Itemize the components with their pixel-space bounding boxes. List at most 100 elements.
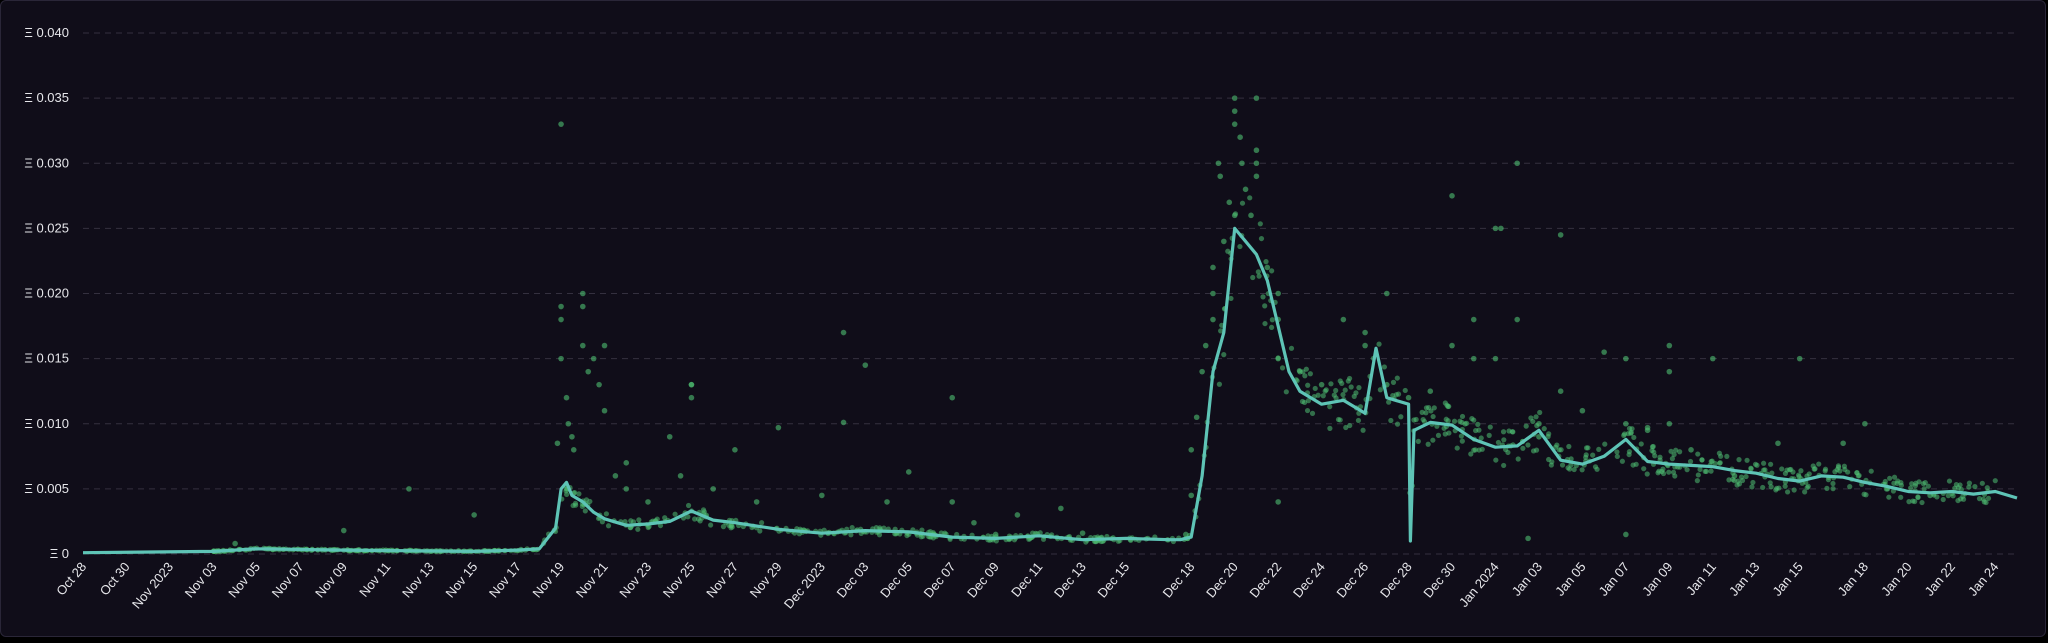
scatter-point [558,355,564,362]
x-tick-label: Jan 07 [1596,559,1633,599]
scatter-point [1910,498,1916,504]
x-tick-label: Dec 07 [921,559,959,600]
scatter-point [1501,462,1507,469]
scatter-point [1669,456,1676,462]
scatter-point [1798,468,1804,474]
scatter-point [666,433,673,440]
scatter-point [1210,290,1216,297]
scatter-point [1237,243,1243,250]
scatter-point [1769,470,1775,476]
scatter-point [1583,452,1589,458]
scatter-point [862,362,869,368]
scatter-point [1802,489,1808,495]
scatter-point [1446,430,1452,436]
x-tick-label: Jan 20 [1878,559,1915,599]
scatter-point [1471,447,1477,453]
scatter-point [1221,238,1227,245]
x-tick-label: Oct 30 [97,559,133,598]
scatter-point [1475,421,1481,427]
scatter-point [1464,420,1470,426]
scatter-point [1718,453,1724,459]
scatter-point [1644,427,1651,434]
scatter-point [1362,342,1368,349]
scatter-point [1882,478,1888,485]
scatter-point [1579,467,1585,473]
scatter-point [971,519,977,526]
scatter-point [1816,461,1822,467]
scatter-point [1348,384,1354,390]
scatter-point [1657,454,1663,460]
scatter-point [1782,470,1789,476]
scatter-point [1638,441,1644,447]
x-tick-label: Nov 09 [312,559,350,600]
y-tick-label: Ξ 0.015 [24,351,69,366]
scatter-point [1423,410,1429,416]
scatter-point [1454,445,1460,451]
scatter-point [1218,328,1224,334]
scatter-point [340,527,347,534]
scatter-point [1037,530,1043,536]
scatter-point [1355,417,1362,424]
scatter-point [1079,530,1086,536]
scatter-point [1596,446,1602,453]
x-tick-label: Jan 03 [1509,559,1546,599]
scatter-point [685,502,692,509]
scatter-point [1955,497,1961,504]
scatter-point [1940,496,1946,503]
scatter-point [1250,274,1256,281]
scatter-point [1630,462,1636,468]
scatter-point [1058,505,1064,512]
scatter-point [1506,428,1512,434]
scatter-point [919,527,925,533]
scatter-point [1708,468,1714,474]
scatter-point [1811,466,1817,472]
scatter-point [1398,414,1404,420]
scatter-point [1805,483,1811,489]
scatter-point [1559,462,1566,468]
scatter-point [1673,447,1679,453]
scatter-point [1891,480,1897,486]
scatter-point [1305,398,1312,404]
scatter-point [579,342,586,349]
scatter-point [1546,431,1552,437]
scatter-point [1908,485,1914,491]
scatter-point [1458,433,1464,439]
scatter-point [1668,448,1674,454]
scatter-point [1283,389,1289,395]
y-tick-label: Ξ 0.010 [24,416,69,431]
scatter-point [848,532,854,538]
scatter-point [1694,478,1700,484]
scatter-point [1353,390,1359,396]
scatter-point [1625,430,1631,437]
x-tick-label: Nov 2023 [129,559,176,611]
scatter-point [1505,449,1511,456]
scatter-point [1459,413,1466,420]
y-tick-label: Ξ 0.020 [24,286,69,301]
scatter-point [1328,381,1334,387]
scatter-point [692,516,698,522]
x-tick-label: Dec 2023 [781,559,828,611]
x-tick-label: Jan 2024 [1456,559,1502,610]
scatter-point [1376,341,1382,347]
scatter-point [1666,420,1673,427]
scatter-point [1847,484,1853,490]
scatter-point [1684,467,1690,473]
scatter-point [1748,465,1754,471]
scatter-point [1202,342,1209,349]
scatter-point [1216,381,1223,387]
scatter-point [1523,423,1529,429]
scatter-point [605,523,612,529]
x-tick-label: Jan 13 [1726,559,1763,599]
scatter-point [1415,438,1421,444]
x-tick-label: Nov 05 [225,559,263,600]
scatter-point [1402,387,1408,394]
scatter-point [1779,466,1785,472]
scatter-point [688,381,695,388]
scatter-point [1629,426,1635,432]
scatter-point [1697,466,1703,473]
scatter-point [1743,473,1749,480]
scatter-point [1830,486,1836,492]
scatter-point [949,394,956,401]
scatter-point [1660,470,1667,477]
